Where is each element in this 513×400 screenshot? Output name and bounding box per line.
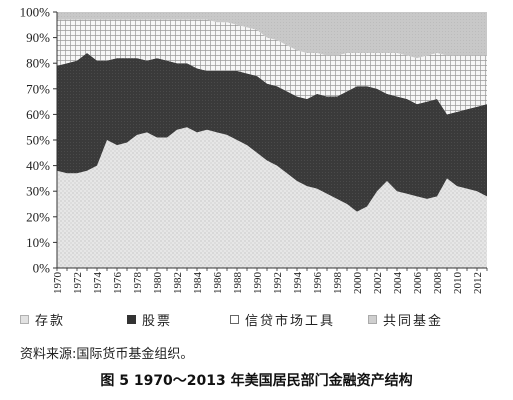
legend-item-mutual-funds: 共同基金 xyxy=(368,309,443,329)
x-tick-label: 2000 xyxy=(352,272,364,295)
figure-caption: 图 5 1970～2013 年美国居民部门金融资产结构 xyxy=(100,373,413,389)
y-tick-label: 80% xyxy=(26,56,50,71)
y-tick-label: 50% xyxy=(26,133,50,148)
x-tick-label: 1998 xyxy=(332,272,344,295)
x-tick-label: 2006 xyxy=(412,272,424,295)
axes: 0% 10% 20% 30% 40% 50% 60% 70% 80% 90% 100% 1970 197… xyxy=(20,5,488,295)
area-deposits xyxy=(57,127,487,268)
x-tick-label: 2012 xyxy=(472,272,484,294)
y-tick-label: 30% xyxy=(26,184,50,199)
x-tick-label: 2002 xyxy=(372,272,384,294)
x-tick-label: 1972 xyxy=(72,272,84,294)
x-tick-label: 1974 xyxy=(92,272,104,295)
y-tick-label: 20% xyxy=(26,209,50,224)
x-tick-label: 2010 xyxy=(452,272,464,295)
source-note: 资料来源:国际货币基金组织。 xyxy=(20,347,194,362)
y-tick-label: 10% xyxy=(26,235,50,250)
x-tick-label: 1984 xyxy=(192,272,204,295)
x-tick-label: 2004 xyxy=(392,272,404,295)
y-tick-label: 90% xyxy=(26,30,50,45)
x-tick-label: 1996 xyxy=(312,272,324,295)
x-tick-label: 2008 xyxy=(432,272,444,295)
x-tick-label: 1976 xyxy=(112,272,124,295)
x-tick-label: 1986 xyxy=(212,272,224,295)
y-tick-label: 100% xyxy=(20,5,51,20)
legend-swatch-credit xyxy=(230,314,239,324)
area-stocks xyxy=(57,52,487,212)
y-tick-label: 70% xyxy=(26,81,50,96)
legend-swatch-stocks xyxy=(127,314,136,324)
legend-item-deposits: 存款 xyxy=(20,309,65,329)
legend-swatch-deposits xyxy=(20,314,29,324)
area-mutual-funds xyxy=(57,12,487,59)
x-tick-label: 1994 xyxy=(292,272,304,295)
legend-label-stocks: 股票 xyxy=(142,313,173,329)
legend-label-mutual-funds: 共同基金 xyxy=(383,313,444,329)
stacked-area-chart: 0% 10% 20% 30% 40% 50% 60% 70% 80% 90% 100% 1970 197… xyxy=(20,5,488,295)
x-tick-label: 1990 xyxy=(252,272,264,295)
area-credit-market-instruments xyxy=(57,19,487,115)
legend-label-credit: 信贷市场工具 xyxy=(245,313,336,329)
y-tick-label: 40% xyxy=(26,158,50,173)
y-tick-label: 0% xyxy=(33,261,51,276)
x-tick-label: 1980 xyxy=(152,272,164,295)
legend-label-deposits: 存款 xyxy=(35,313,66,329)
legend: 存款 股票 信贷市场工具 共同基金 xyxy=(0,309,513,329)
x-tick-label: 1988 xyxy=(232,272,244,295)
x-tick-label: 1978 xyxy=(132,272,144,295)
x-tick-label: 1982 xyxy=(172,272,184,294)
legend-swatch-mutual-funds xyxy=(368,314,377,324)
legend-item-stocks: 股票 xyxy=(127,309,172,329)
x-tick-label: 1970 xyxy=(52,272,64,295)
plot-area xyxy=(57,12,487,268)
legend-item-credit: 信贷市场工具 xyxy=(230,309,335,329)
x-tick-label: 1992 xyxy=(272,272,284,294)
y-tick-label: 60% xyxy=(26,107,50,122)
